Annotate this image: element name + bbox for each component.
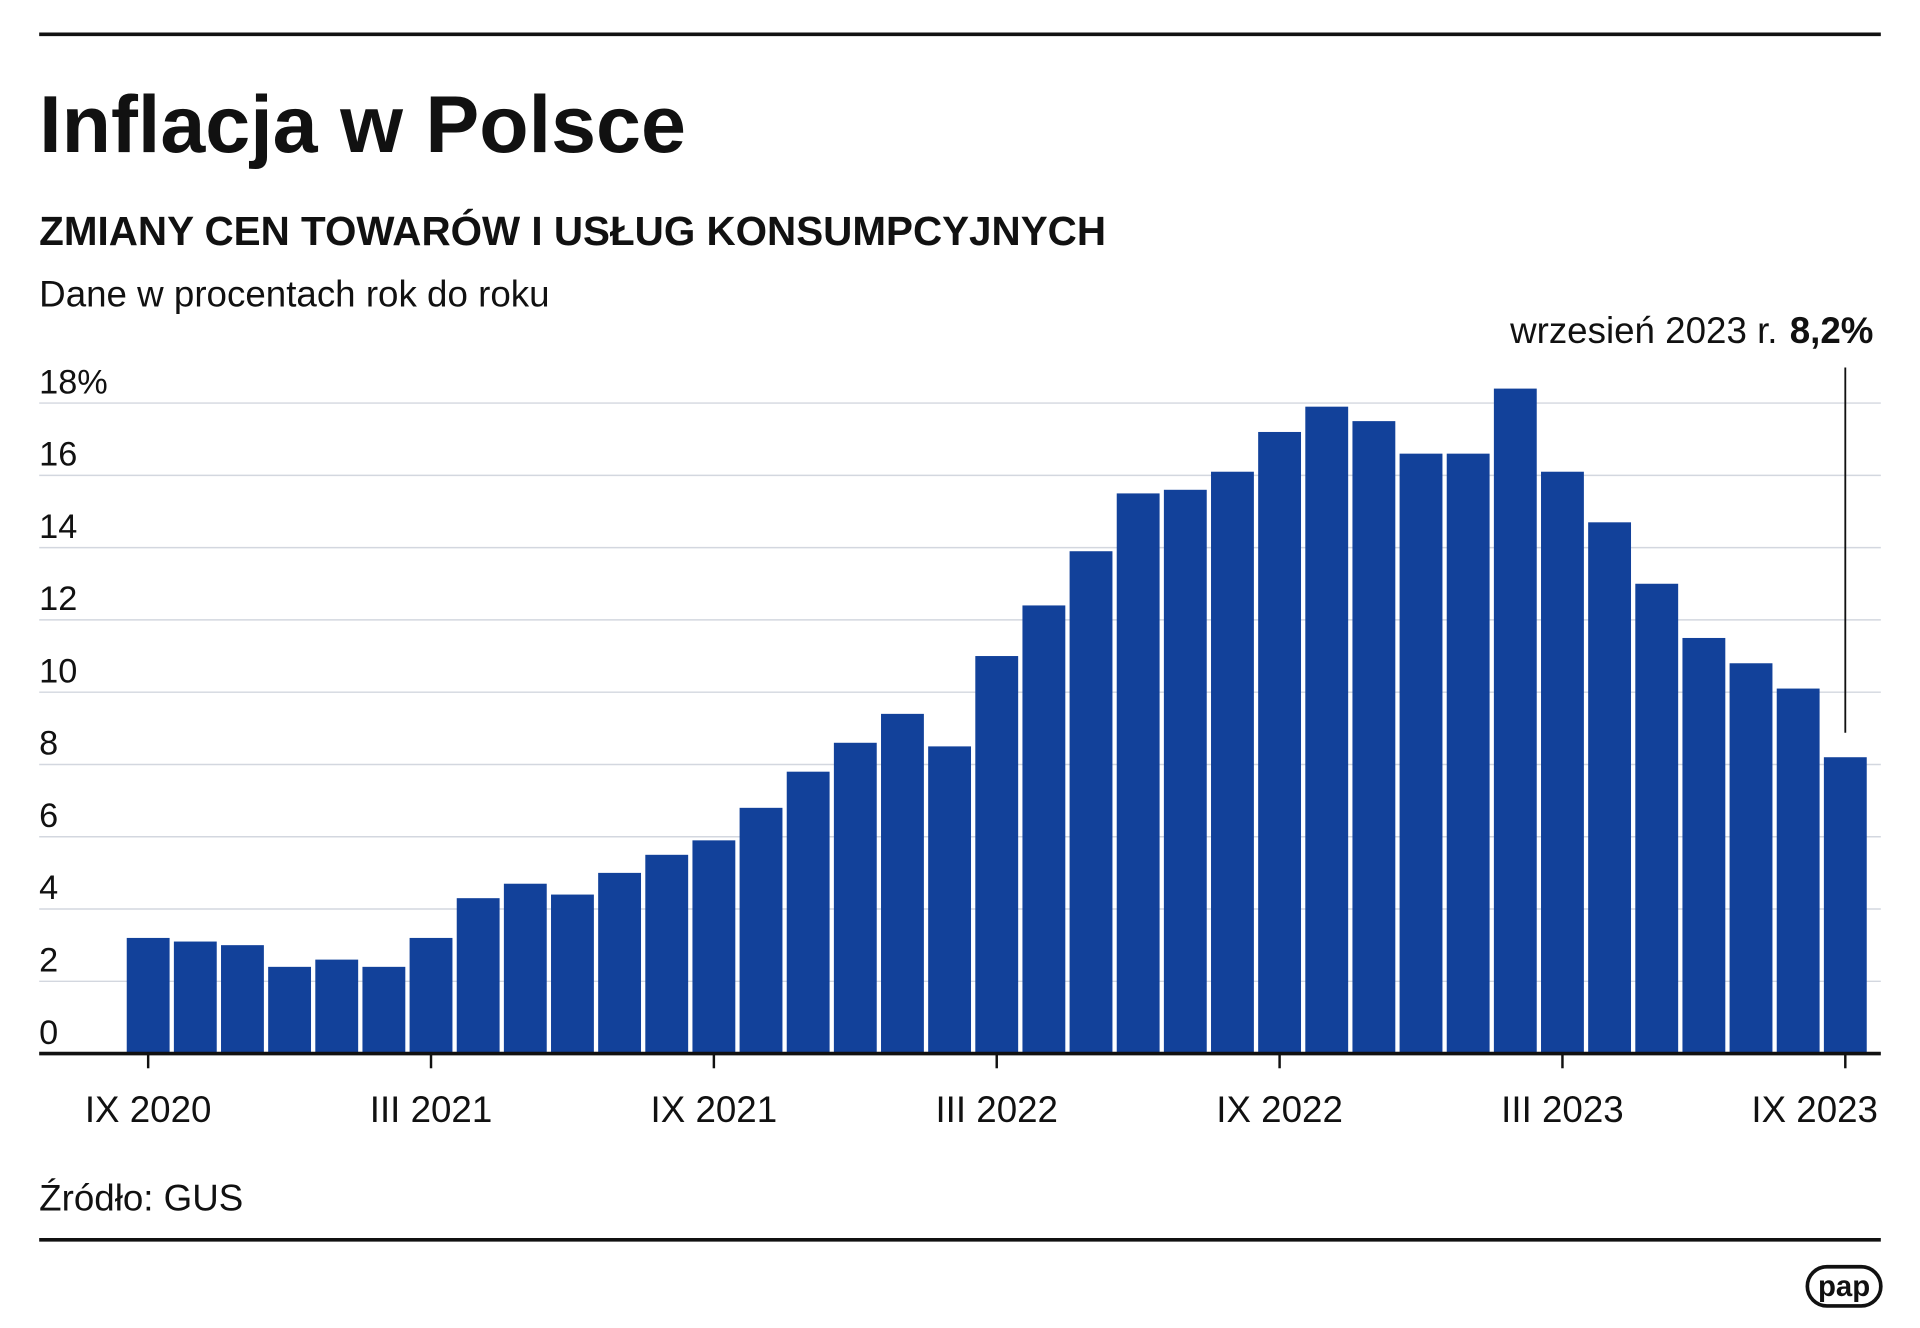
x-tick-label: III 2022 — [935, 1089, 1058, 1130]
x-tick-label: III 2021 — [370, 1089, 493, 1130]
bar — [1258, 431, 1302, 1054]
bar — [598, 872, 642, 1054]
bar — [1305, 406, 1349, 1054]
bar — [1682, 637, 1726, 1054]
bar — [833, 742, 877, 1054]
chart-subtitle: ZMIANY CEN TOWARÓW I USŁUG KONSUMPCYJNYC… — [39, 208, 1106, 254]
y-tick-label: 2 — [39, 941, 58, 979]
plot: 0 2 4 6 8 10 12 14 16 18% IX 2020 III 2021 IX 2021 II… — [39, 310, 1881, 1130]
source: Źródło: GUS — [39, 1177, 243, 1218]
bar — [1776, 688, 1820, 1054]
x-tick-label: IX 2020 — [85, 1089, 212, 1130]
value-label: 8,2% — [1790, 310, 1874, 351]
bar — [1352, 421, 1396, 1054]
y-tick-label: 14 — [39, 508, 77, 546]
bar — [1116, 493, 1160, 1054]
bar — [1823, 757, 1867, 1054]
bar — [975, 656, 1019, 1054]
bar — [645, 854, 689, 1054]
bar — [551, 894, 594, 1054]
y-tick-label: 16 — [39, 436, 77, 474]
bar — [786, 771, 830, 1054]
y-tick-label: 12 — [39, 580, 77, 618]
bar — [1729, 663, 1773, 1054]
bar — [409, 937, 453, 1054]
x-tick-label: IX 2023 — [1751, 1089, 1878, 1130]
bar — [1493, 388, 1537, 1054]
bar — [1588, 522, 1632, 1054]
bar — [221, 945, 264, 1054]
bar — [1446, 453, 1490, 1054]
bar — [173, 941, 217, 1054]
bar — [362, 966, 406, 1054]
x-tick-label: III 2023 — [1501, 1089, 1624, 1130]
y-tick-label: 4 — [39, 869, 58, 907]
bar — [1022, 605, 1066, 1054]
bar — [692, 840, 736, 1054]
bar — [1635, 583, 1679, 1054]
bar — [315, 959, 359, 1054]
chart-title: Inflacja w Polsce — [39, 80, 686, 170]
bar — [126, 937, 170, 1054]
x-tick-label: IX 2022 — [1216, 1089, 1343, 1130]
logo-frame — [1805, 1264, 1883, 1308]
bar — [268, 966, 312, 1054]
y-tick-label: 6 — [39, 797, 58, 835]
annotation: wrzesień 2023 r. 8,2% — [1509, 310, 1873, 351]
bar — [1541, 471, 1584, 1054]
y-label: Dane w procentach rok do roku — [39, 273, 549, 314]
annotation-text: wrzesień 2023 r. — [1509, 310, 1777, 351]
bar — [456, 898, 500, 1054]
bar — [1163, 489, 1207, 1054]
bar — [1211, 471, 1254, 1054]
bar — [503, 883, 547, 1054]
x-tick-label: IX 2021 — [651, 1089, 778, 1130]
y-tick-label: 0 — [39, 1014, 58, 1052]
logo: pap — [1818, 1270, 1870, 1303]
bar — [881, 713, 924, 1054]
y-tick-label: 8 — [39, 725, 58, 763]
bar — [739, 807, 783, 1054]
y-tick-label: 10 — [39, 652, 77, 690]
bar — [1399, 453, 1443, 1054]
bar — [928, 746, 972, 1054]
bar — [1069, 551, 1113, 1054]
y-tick-label: 18% — [39, 363, 108, 401]
